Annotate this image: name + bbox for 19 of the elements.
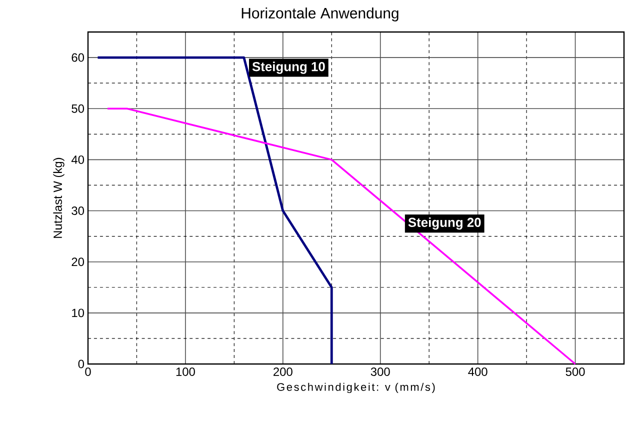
x-axis-title: Geschwindigkeit: v (mm/s): [277, 382, 435, 394]
x-tick-label: 200: [274, 368, 292, 376]
y-tick-label: 20: [72, 258, 84, 266]
y-axis-title: Nutzlast W (kg): [53, 158, 64, 238]
y-tick-label: 0: [78, 360, 84, 368]
line-series: [96, 56, 333, 366]
y-tick-label: 10: [72, 308, 84, 318]
chart-title: Horizontale Anwendung: [242, 8, 398, 22]
y-tick-label: 30: [72, 206, 84, 215]
x-tick-label: 400: [468, 368, 488, 376]
annotation: Steigung 10: [252, 62, 325, 74]
x-tick-label: 500: [566, 368, 585, 376]
annotation: Steigung 20: [408, 217, 481, 230]
x-tick-label: 0: [85, 368, 91, 376]
x-tick-label: 300: [370, 368, 390, 376]
x-tick-label: 100: [176, 368, 195, 376]
y-tick-label: 50: [72, 104, 84, 113]
y-tick-label: 60: [72, 53, 84, 62]
y-tick-label: 40: [71, 155, 84, 164]
